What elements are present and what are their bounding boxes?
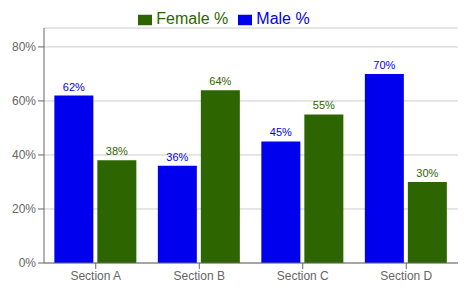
svg-text:Section A: Section A — [70, 269, 121, 283]
svg-text:0%: 0% — [19, 256, 37, 270]
svg-text:38%: 38% — [106, 145, 128, 157]
html-text:Male %: Male % — [256, 10, 310, 27]
svg-text:36%: 36% — [166, 151, 188, 163]
svg-text:30%: 30% — [416, 167, 438, 179]
svg-text:55%: 55% — [313, 99, 335, 111]
svg-text:64%: 64% — [209, 75, 231, 87]
svg-text:20%: 20% — [12, 202, 36, 216]
html-text:Female %: Female % — [156, 10, 229, 27]
svg-text:80%: 80% — [12, 40, 36, 54]
svg-text:60%: 60% — [12, 94, 36, 108]
svg-text:40%: 40% — [12, 148, 36, 162]
svg-text:Section B: Section B — [174, 269, 225, 283]
svg-text:62%: 62% — [63, 81, 85, 93]
svg-text:70%: 70% — [373, 59, 395, 71]
svg-text:Section D: Section D — [380, 269, 432, 283]
svg-text:Section C: Section C — [277, 269, 329, 283]
svg-text:45%: 45% — [270, 126, 292, 138]
